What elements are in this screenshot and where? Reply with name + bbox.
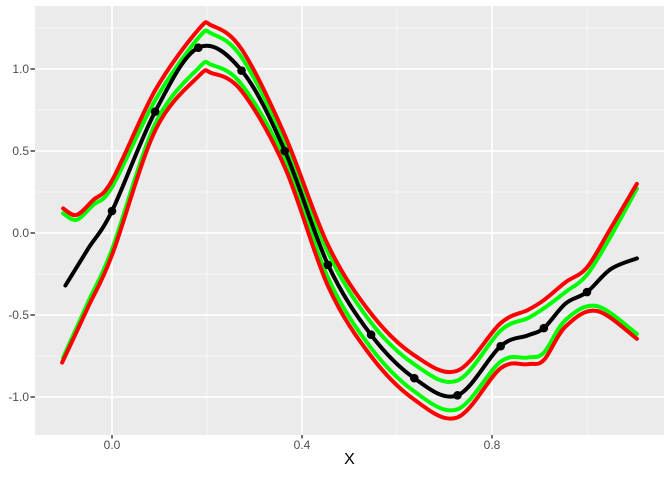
data-point (409, 373, 419, 383)
data-point (150, 107, 160, 116)
lower-confidence-band (61, 59, 639, 413)
data-point (366, 330, 376, 339)
y-tick-label: 0.5 (12, 143, 29, 158)
x-axis-title: X (344, 451, 355, 468)
y-tick-label: -1.0 (8, 390, 29, 404)
lower-prediction-band (60, 68, 639, 421)
axis-tick-marks (30, 68, 493, 439)
data-point (237, 66, 246, 75)
grid-minor (35, 6, 664, 435)
data-point (539, 323, 549, 333)
data-point (323, 260, 333, 270)
plot-panel (35, 6, 664, 435)
data-point (582, 287, 592, 297)
y-tick-label: 1.0 (12, 61, 29, 76)
data-point (496, 341, 505, 351)
y-tick-label: -0.5 (8, 307, 29, 322)
data-point (194, 43, 203, 52)
data-point (453, 391, 462, 400)
x-tick-label: 0.0 (103, 438, 121, 452)
x-tick-label: 0.8 (483, 438, 501, 452)
x-tick-label: 0.4 (293, 438, 311, 452)
data-points (107, 43, 592, 400)
data-point (107, 206, 117, 216)
upper-confidence-band (61, 28, 639, 384)
data-point (280, 146, 290, 156)
upper-prediction-band (61, 20, 639, 375)
y-tick-label: 0.0 (12, 225, 29, 240)
